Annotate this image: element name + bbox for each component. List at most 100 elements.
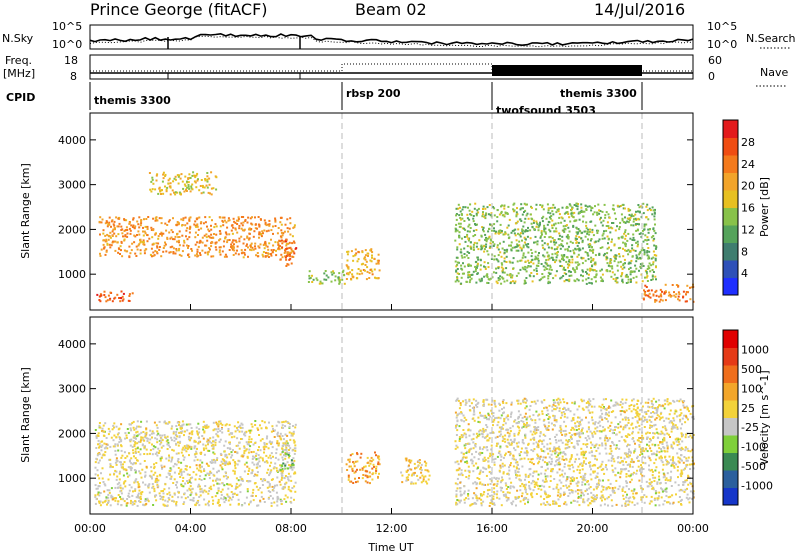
heatmap-cell bbox=[281, 457, 283, 459]
heatmap-cell bbox=[588, 277, 590, 279]
heatmap-cell bbox=[212, 436, 214, 438]
heatmap-cell bbox=[605, 398, 607, 400]
heatmap-cell bbox=[187, 445, 189, 447]
heatmap-cell bbox=[648, 265, 650, 267]
heatmap-cell bbox=[594, 264, 596, 266]
heatmap-cell bbox=[486, 496, 488, 498]
heatmap-cell bbox=[602, 480, 604, 482]
heatmap-cell bbox=[175, 191, 177, 193]
heatmap-cell bbox=[649, 263, 651, 265]
heatmap-cell bbox=[514, 229, 516, 231]
heatmap-cell bbox=[192, 171, 194, 173]
heatmap-cell bbox=[236, 241, 238, 243]
nsearch-tick-top: 10^5 bbox=[707, 20, 737, 33]
heatmap-cell bbox=[531, 401, 533, 403]
heatmap-cell bbox=[374, 452, 376, 454]
heatmap-cell bbox=[534, 429, 536, 431]
heatmap-cell bbox=[598, 209, 600, 211]
heatmap-cell bbox=[164, 186, 166, 188]
heatmap-cell bbox=[231, 485, 233, 487]
heatmap-cell bbox=[614, 258, 616, 260]
heatmap-cell bbox=[286, 218, 288, 220]
heatmap-cell bbox=[262, 457, 264, 459]
heatmap-cell bbox=[576, 440, 578, 442]
heatmap-cell bbox=[643, 298, 645, 300]
heatmap-cell bbox=[171, 496, 173, 498]
heatmap-cell bbox=[550, 480, 552, 482]
heatmap-cell bbox=[572, 268, 574, 270]
heatmap-cell bbox=[196, 448, 198, 450]
heatmap-cell bbox=[577, 485, 579, 487]
heatmap-cell bbox=[137, 481, 139, 483]
heatmap-cell bbox=[294, 444, 296, 446]
heatmap-cell bbox=[466, 457, 468, 459]
heatmap-cell bbox=[193, 497, 195, 499]
heatmap-cell bbox=[155, 499, 157, 501]
heatmap-cell bbox=[244, 464, 246, 466]
heatmap-cell bbox=[648, 267, 650, 269]
heatmap-cell bbox=[192, 499, 194, 501]
heatmap-cell bbox=[567, 256, 569, 258]
heatmap-cell bbox=[232, 227, 234, 229]
heatmap-cell bbox=[203, 447, 205, 449]
heatmap-cell bbox=[535, 221, 537, 223]
heatmap-cell bbox=[234, 461, 236, 463]
colorbar-swatch bbox=[723, 138, 738, 156]
heatmap-cell bbox=[576, 477, 578, 479]
heatmap-cell bbox=[99, 300, 101, 302]
heatmap-cell bbox=[475, 270, 477, 272]
heatmap-cell bbox=[145, 248, 147, 250]
heatmap-cell bbox=[571, 208, 573, 210]
heatmap-cell bbox=[158, 452, 160, 454]
heatmap-cell bbox=[510, 276, 512, 278]
heatmap-cell bbox=[152, 430, 154, 432]
heatmap-cell bbox=[272, 428, 274, 430]
heatmap-cell bbox=[213, 484, 215, 486]
heatmap-cell bbox=[171, 425, 173, 427]
heatmap-cell bbox=[544, 473, 546, 475]
heatmap-cell bbox=[588, 234, 590, 236]
heatmap-cell bbox=[607, 479, 609, 481]
heatmap-cell bbox=[107, 494, 109, 496]
heatmap-cell bbox=[187, 238, 189, 240]
heatmap-cell bbox=[244, 435, 246, 437]
heatmap-cell bbox=[253, 499, 255, 501]
heatmap-cell bbox=[180, 427, 182, 429]
heatmap-cell bbox=[289, 426, 291, 428]
heatmap-cell bbox=[283, 477, 285, 479]
heatmap-cell bbox=[528, 218, 530, 220]
heatmap-cell bbox=[210, 256, 212, 258]
heatmap-cell bbox=[268, 242, 270, 244]
heatmap-cell bbox=[545, 259, 547, 261]
heatmap-cell bbox=[653, 238, 655, 240]
heatmap-cell bbox=[376, 263, 378, 265]
heatmap-cell bbox=[293, 499, 295, 501]
heatmap-cell bbox=[601, 496, 603, 498]
heatmap-cell bbox=[513, 204, 515, 206]
heatmap-cell bbox=[648, 290, 650, 292]
heatmap-cell bbox=[113, 233, 115, 235]
heatmap-cell bbox=[646, 286, 648, 288]
heatmap-cell bbox=[243, 222, 245, 224]
heatmap-cell bbox=[590, 282, 592, 284]
heatmap-cell bbox=[327, 276, 329, 278]
heatmap-cell bbox=[256, 474, 258, 476]
heatmap-cell bbox=[455, 448, 457, 450]
heatmap-cell bbox=[140, 219, 142, 221]
heatmap-cell bbox=[357, 251, 359, 253]
heatmap-cell bbox=[276, 470, 278, 472]
heatmap-cell bbox=[583, 257, 585, 259]
heatmap-cell bbox=[182, 181, 184, 183]
heatmap-cell bbox=[212, 255, 214, 257]
heatmap-cell bbox=[465, 436, 467, 438]
heatmap-cell bbox=[285, 245, 287, 247]
heatmap-cell bbox=[225, 497, 227, 499]
heatmap-cell bbox=[207, 187, 209, 189]
heatmap-cell bbox=[207, 253, 209, 255]
heatmap-cell bbox=[196, 173, 198, 175]
heatmap-cell bbox=[195, 474, 197, 476]
heatmap-cell bbox=[160, 255, 162, 257]
heatmap-cell bbox=[194, 504, 196, 506]
heatmap-cell bbox=[355, 481, 357, 483]
heatmap-cell bbox=[474, 208, 476, 210]
